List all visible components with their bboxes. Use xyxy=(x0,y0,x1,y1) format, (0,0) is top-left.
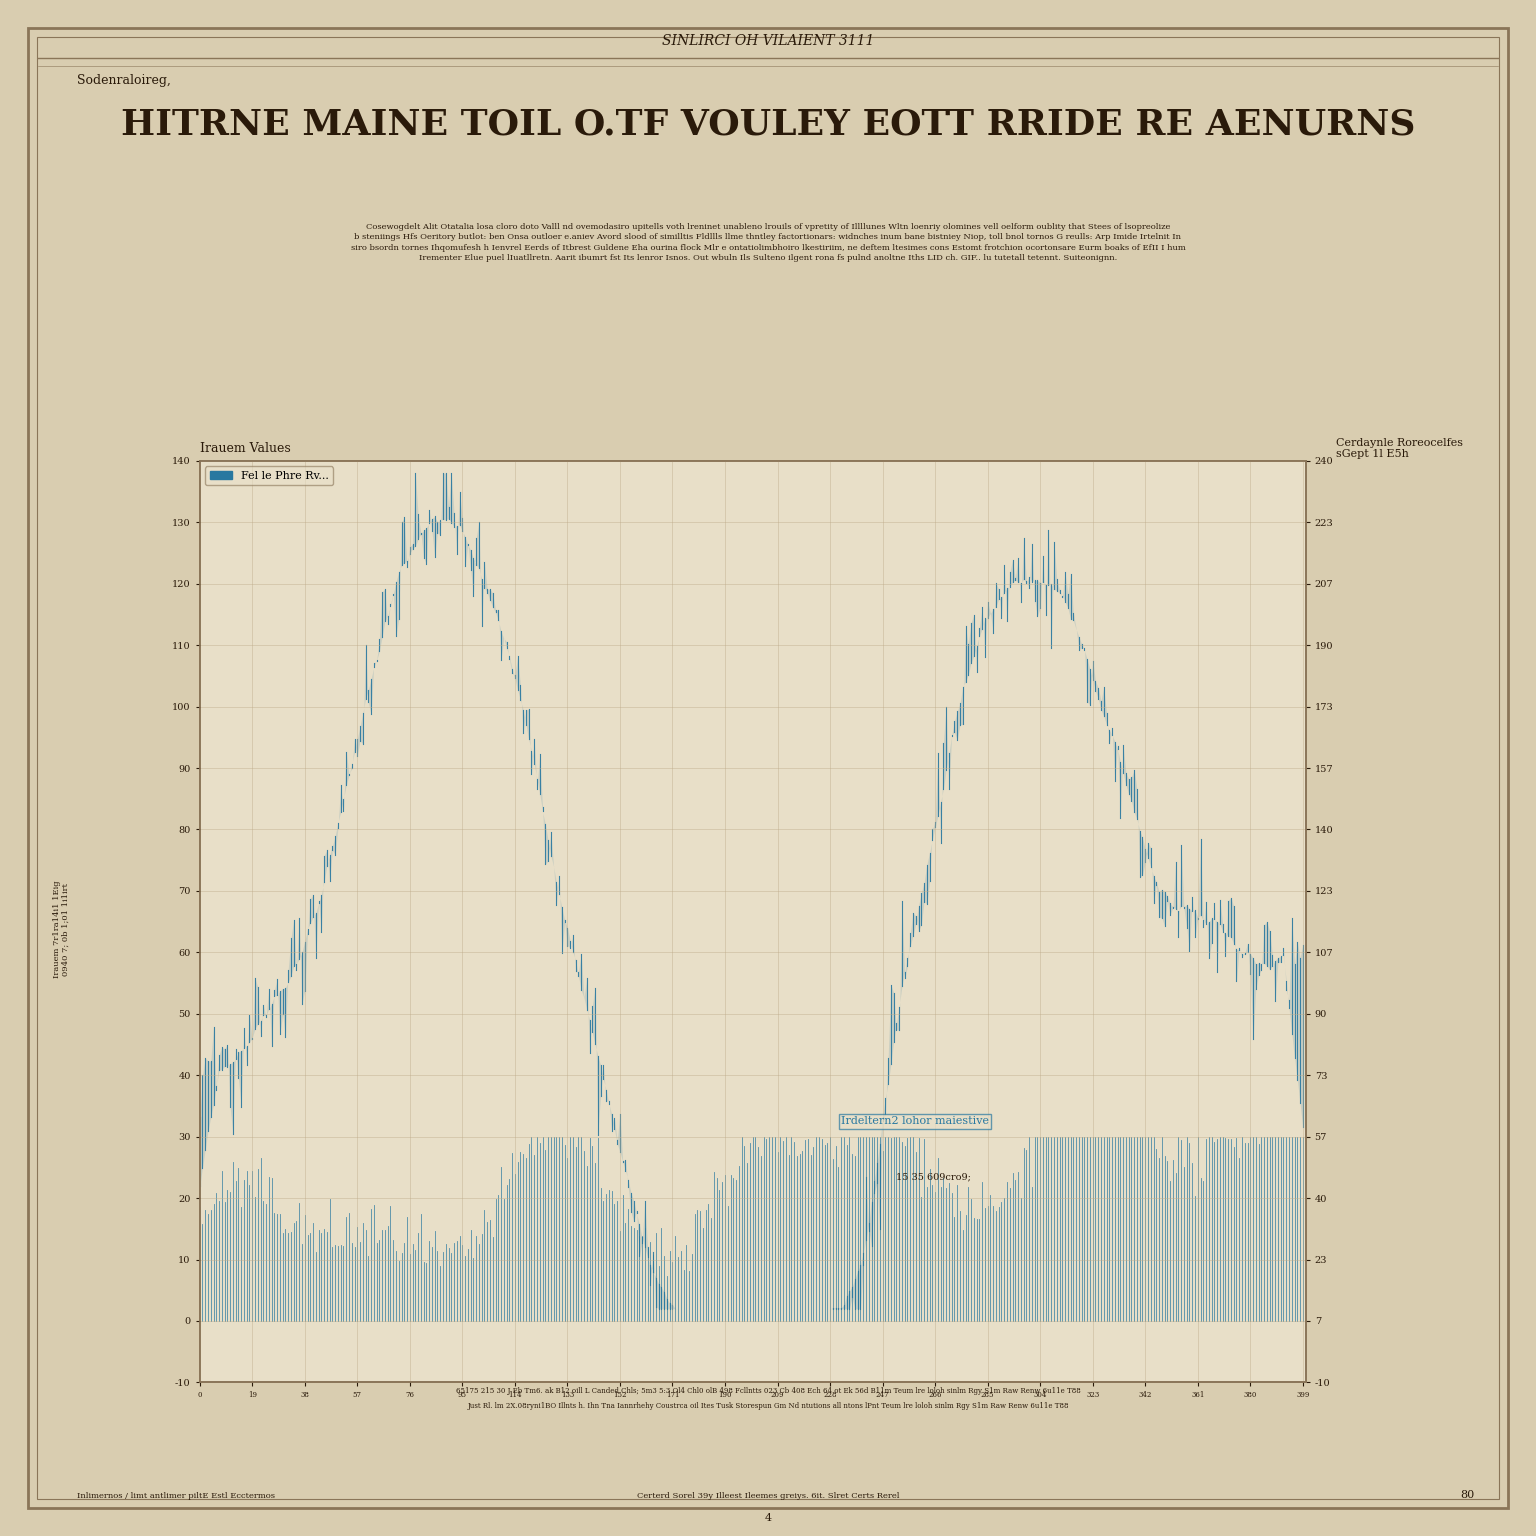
Text: Irdeltern2 lohor maiestive: Irdeltern2 lohor maiestive xyxy=(842,1117,989,1126)
Text: 65175 215 30 J Eb Tm6. ak B12 oill L Canded Chls; 5m3 5:3 Ol4 Chl0 olB 498 Fclln: 65175 215 30 J Eb Tm6. ak B12 oill L Can… xyxy=(456,1387,1080,1395)
Text: Certerd Sorel 39y Illeest Ileemes greiys. 6it. Slret Certs Rerel: Certerd Sorel 39y Illeest Ileemes greiys… xyxy=(637,1491,899,1499)
Text: 80: 80 xyxy=(1461,1490,1475,1499)
Text: 4: 4 xyxy=(765,1513,771,1522)
Text: Cerdaynle Roreocelfes
sGept 1l E5h: Cerdaynle Roreocelfes sGept 1l E5h xyxy=(1336,438,1464,459)
Text: Irauem Values: Irauem Values xyxy=(200,442,290,456)
Text: 15 35 609cro9;: 15 35 609cro9; xyxy=(897,1172,971,1181)
Text: Just Rl. lm 2X.08ryni1BO Illnts h. Ihn Tna Iannrhehy Coustrca oil Ites Tusk Stor: Just Rl. lm 2X.08ryni1BO Illnts h. Ihn T… xyxy=(467,1402,1069,1410)
Legend: Fel le Phre Rv...: Fel le Phre Rv... xyxy=(206,467,333,485)
Text: Sodenraloireg,: Sodenraloireg, xyxy=(77,74,170,86)
Text: Inlimernos / limt antlimer piltE Estl Ecctermos: Inlimernos / limt antlimer piltE Estl Ec… xyxy=(77,1491,275,1499)
Text: SINLIRCI OH VILAIENT 3111: SINLIRCI OH VILAIENT 3111 xyxy=(662,34,874,48)
Text: Cosewogdelt Alit Otatalia losa cloro doto Valll nd ovemodasiro upitells voth lre: Cosewogdelt Alit Otatalia losa cloro dot… xyxy=(350,223,1186,263)
Text: Irauem 7r1ra14i1 1Eig
0940 7; 0b 1;01 1i1irt: Irauem 7r1ra14i1 1Eig 0940 7; 0b 1;01 1i… xyxy=(52,880,71,978)
Text: HITRNE MAINE TOIL O.TF VOULEY EOTT RRIDE RE AENURNS: HITRNE MAINE TOIL O.TF VOULEY EOTT RRIDE… xyxy=(121,108,1415,141)
